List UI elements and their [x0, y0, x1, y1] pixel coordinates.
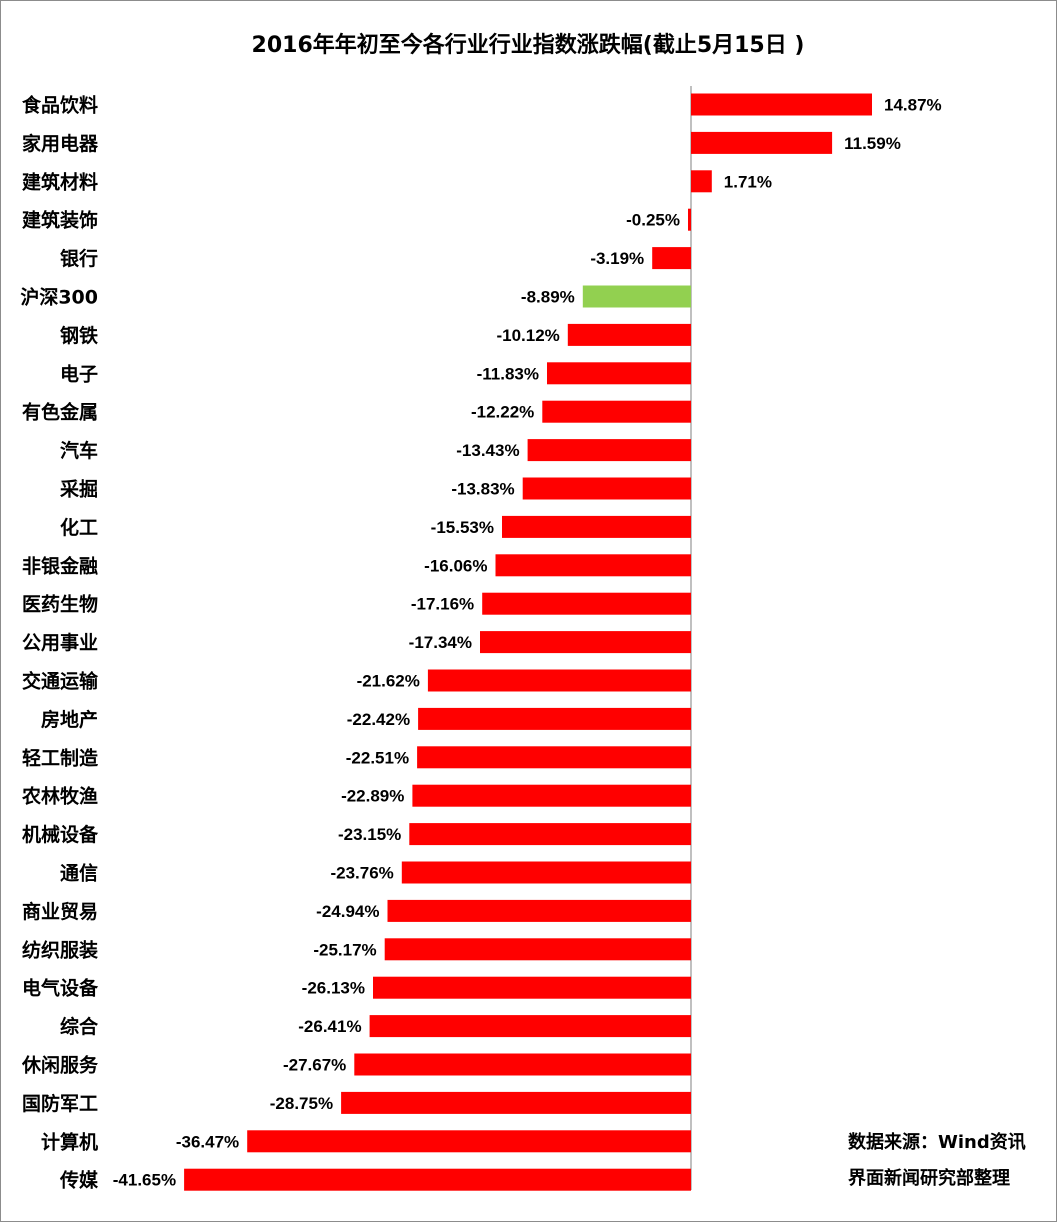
category-label: 机械设备: [22, 823, 99, 846]
value-label: -26.41%: [298, 1017, 361, 1036]
category-label: 化工: [60, 516, 98, 539]
value-label: -25.17%: [313, 940, 376, 959]
value-label: -21.62%: [357, 672, 420, 691]
value-label: 14.87%: [884, 96, 942, 115]
value-label: -23.15%: [338, 825, 401, 844]
bar-9: [527, 439, 691, 462]
category-label: 农林牧渔: [21, 785, 98, 808]
category-label: 交通运输: [22, 670, 99, 693]
bar-7: [547, 362, 691, 385]
value-label: -8.89%: [521, 288, 575, 307]
category-label: 纺织服装: [22, 938, 98, 961]
bar-6: [567, 323, 691, 346]
category-label: 电子: [60, 362, 98, 385]
bar-14: [480, 631, 691, 654]
bar-26: [341, 1091, 691, 1114]
value-label: -0.25%: [626, 211, 680, 230]
bar-20: [401, 861, 691, 884]
bar-13: [482, 592, 691, 615]
value-label: -26.13%: [302, 979, 365, 998]
value-label: -22.89%: [341, 787, 404, 806]
category-label: 建筑材料: [22, 170, 98, 193]
category-label: 家用电器: [22, 132, 99, 155]
value-labels: 14.87% 11.59% 1.71% -0.25% -3.19% -8.89% -10.1…: [113, 96, 942, 1190]
credit-note: 界面新闻研究部整理: [848, 1167, 1010, 1189]
value-label: -13.43%: [456, 441, 519, 460]
category-label: 综合: [60, 1015, 99, 1038]
bar-0: [691, 93, 872, 116]
value-label: -12.22%: [471, 403, 534, 422]
category-label: 有色金属: [22, 401, 98, 424]
value-label: -41.65%: [113, 1171, 176, 1190]
category-label: 汽车: [60, 439, 98, 462]
bar-19: [409, 823, 691, 846]
category-label: 轻工制造: [22, 746, 99, 769]
value-label: -3.19%: [590, 249, 644, 268]
bar-27: [247, 1130, 691, 1153]
value-label: -23.76%: [330, 864, 393, 883]
bar-11: [502, 515, 691, 538]
category-label: 传媒: [59, 1169, 99, 1192]
category-label: 建筑装饰: [22, 209, 98, 232]
value-label: -22.51%: [346, 748, 409, 767]
value-label: 11.59%: [844, 134, 901, 153]
category-label: 医药生物: [22, 593, 98, 616]
bar-28: [184, 1168, 691, 1191]
bar-1: [691, 131, 833, 154]
category-label: 食品饮料: [22, 94, 98, 117]
category-label: 计算机: [41, 1130, 98, 1153]
bar-15: [427, 669, 691, 692]
category-label: 银行: [60, 247, 98, 270]
bar-21: [387, 899, 691, 922]
value-label: -15.53%: [431, 518, 494, 537]
bar-23: [373, 976, 691, 999]
value-label: -17.16%: [411, 595, 474, 614]
value-label: -36.47%: [176, 1132, 239, 1151]
bar-25: [354, 1053, 691, 1076]
category-label: 采掘: [60, 478, 98, 501]
value-label: -16.06%: [424, 556, 487, 575]
category-label: 商业贸易: [22, 900, 98, 923]
bar-10: [522, 477, 691, 500]
bar-17: [417, 746, 691, 769]
value-label: -17.34%: [409, 633, 472, 652]
data-source-note: 数据来源：Wind资讯: [848, 1131, 1026, 1153]
bar-8: [542, 400, 691, 423]
bar-22: [384, 938, 691, 961]
category-label: 通信: [60, 862, 98, 885]
category-label: 房地产: [41, 708, 98, 731]
value-label: -11.83%: [477, 364, 539, 383]
value-label: -27.67%: [283, 1056, 346, 1075]
value-label: -28.75%: [270, 1094, 333, 1113]
bar-16: [418, 707, 691, 730]
category-label: 沪深300: [20, 286, 98, 309]
category-label: 钢铁: [60, 324, 98, 347]
value-label: -10.12%: [496, 326, 559, 345]
value-label: -24.94%: [316, 902, 379, 921]
bar-4: [652, 247, 691, 270]
category-label: 电气设备: [22, 977, 99, 1000]
category-label: 国防军工: [22, 1092, 98, 1115]
value-label: -22.42%: [347, 710, 410, 729]
bar-2: [691, 170, 712, 193]
category-label: 休闲服务: [21, 1054, 99, 1077]
bar-3: [688, 208, 691, 231]
bar-18: [412, 784, 691, 807]
chart-title: 2016年年初至今各行业行业指数涨跌幅(截止5月15日 ): [252, 32, 805, 58]
bar-24: [369, 1015, 691, 1038]
category-label: 公用事业: [22, 631, 98, 654]
value-label: 1.71%: [724, 172, 772, 191]
bar-5: [582, 285, 691, 308]
value-label: -13.83%: [451, 480, 514, 499]
bars-group: [184, 93, 872, 1191]
bar-12: [495, 554, 691, 577]
category-label: 非银金融: [22, 554, 98, 577]
